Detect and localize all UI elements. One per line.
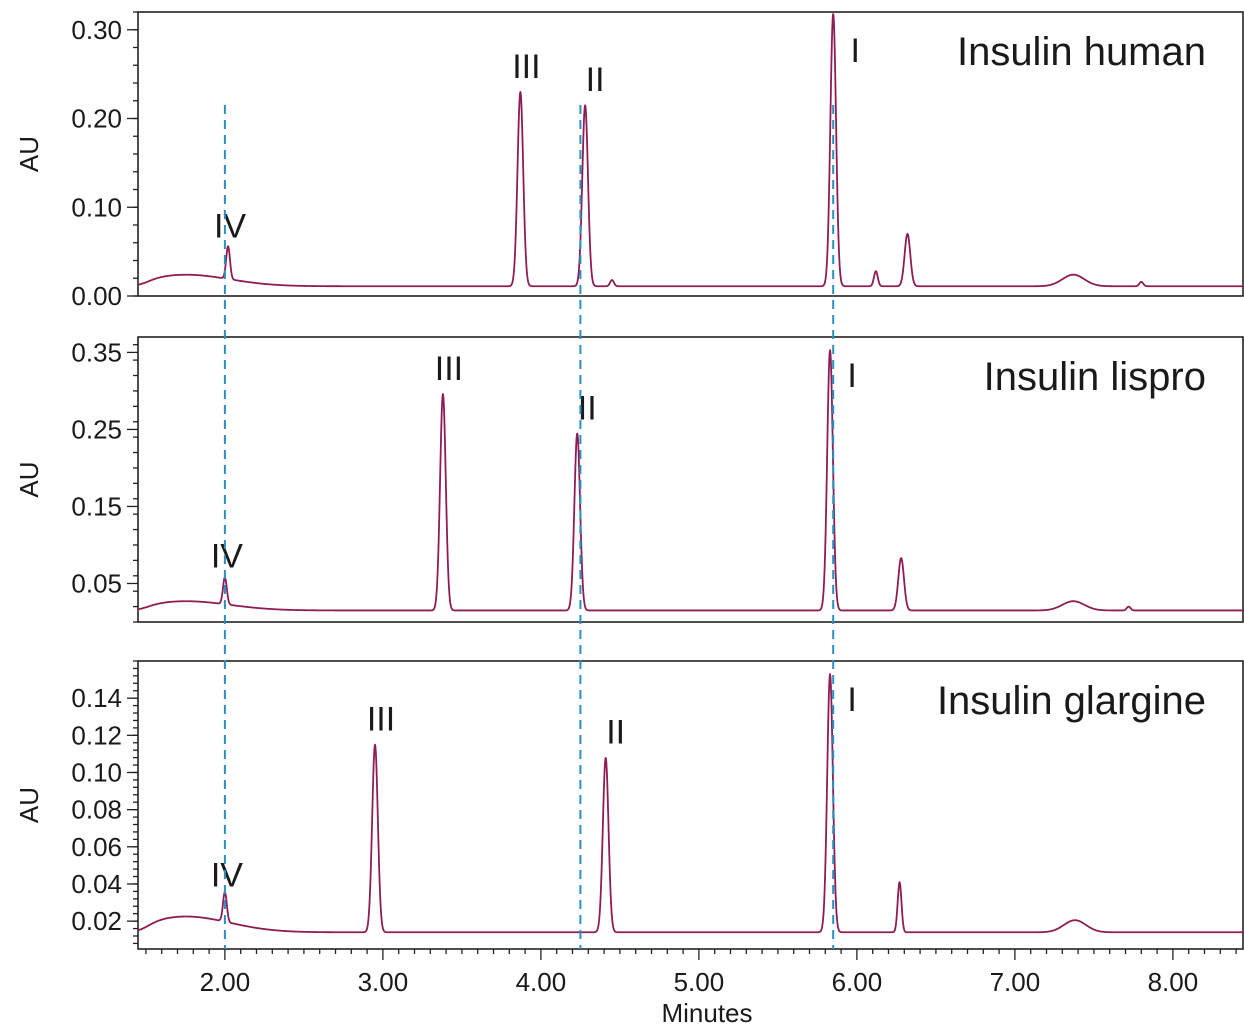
peak-label-iv: IV	[211, 537, 243, 575]
peak-label-iv: IV	[211, 857, 243, 895]
y-tick-label: 0.00	[71, 281, 122, 311]
y-tick-label: 0.04	[71, 869, 122, 899]
trace-line	[137, 13, 1244, 288]
trace-line	[137, 349, 1244, 612]
peak-label-iii: III	[435, 350, 463, 388]
x-tick-label: 3.00	[358, 967, 409, 997]
plot-frame	[137, 660, 1244, 950]
panel-title: Insulin glargine	[937, 679, 1206, 723]
y-tick-label: 0.08	[71, 795, 122, 825]
reference-lines	[223, 105, 835, 949]
x-tick-label: 5.00	[674, 967, 725, 997]
x-axis: Minutes 2.00 3.00 4.00 5.00 6.00 7.00 8.00	[145, 949, 1237, 1027]
peak-label-ii: II	[578, 389, 597, 427]
x-tick-label: 7.00	[990, 967, 1041, 997]
plot-frame	[137, 336, 1244, 623]
peak-label-i: I	[847, 681, 856, 719]
y-tick-label: 0.06	[71, 832, 122, 862]
y-tick-label: 0.10	[71, 757, 122, 787]
y-tick-label: 0.14	[71, 683, 122, 713]
peak-label-iii: III	[512, 48, 540, 86]
peak-label-ii: II	[586, 61, 605, 99]
trace-line	[137, 673, 1244, 934]
x-tick-label: 6.00	[832, 967, 883, 997]
panel-title: Insulin human	[957, 30, 1206, 74]
y-tick-label: 0.15	[71, 491, 122, 521]
y-axis-label: AU	[14, 461, 44, 497]
peak-label-iv: IV	[214, 207, 246, 245]
x-axis-label: Minutes	[661, 998, 752, 1027]
peak-label-i: I	[847, 357, 856, 395]
panel-3: 0.02 0.04 0.06 0.08 0.10 0.12 0.14 AU Insulin gl…	[14, 660, 1244, 950]
y-tick-label: 0.30	[71, 15, 122, 45]
y-tick-label: 0.12	[71, 720, 122, 750]
peak-label-iii: III	[367, 701, 395, 739]
y-tick-label: 0.35	[71, 337, 122, 367]
y-tick-label: 0.20	[71, 104, 122, 134]
peak-label-i: I	[850, 32, 859, 70]
y-tick-label: 0.05	[71, 568, 122, 598]
y-axis-label: AU	[14, 136, 44, 172]
y-axis-label: AU	[14, 787, 44, 823]
y-tick-label: 0.10	[71, 192, 122, 222]
y-tick-label: 0.25	[71, 414, 122, 444]
peak-label-ii: II	[606, 714, 625, 752]
panel-title: Insulin lispro	[984, 355, 1206, 399]
x-tick-label: 8.00	[1148, 967, 1199, 997]
x-tick-label: 2.00	[200, 967, 251, 997]
y-tick-label: 0.02	[71, 906, 122, 936]
x-tick-label: 4.00	[516, 967, 567, 997]
